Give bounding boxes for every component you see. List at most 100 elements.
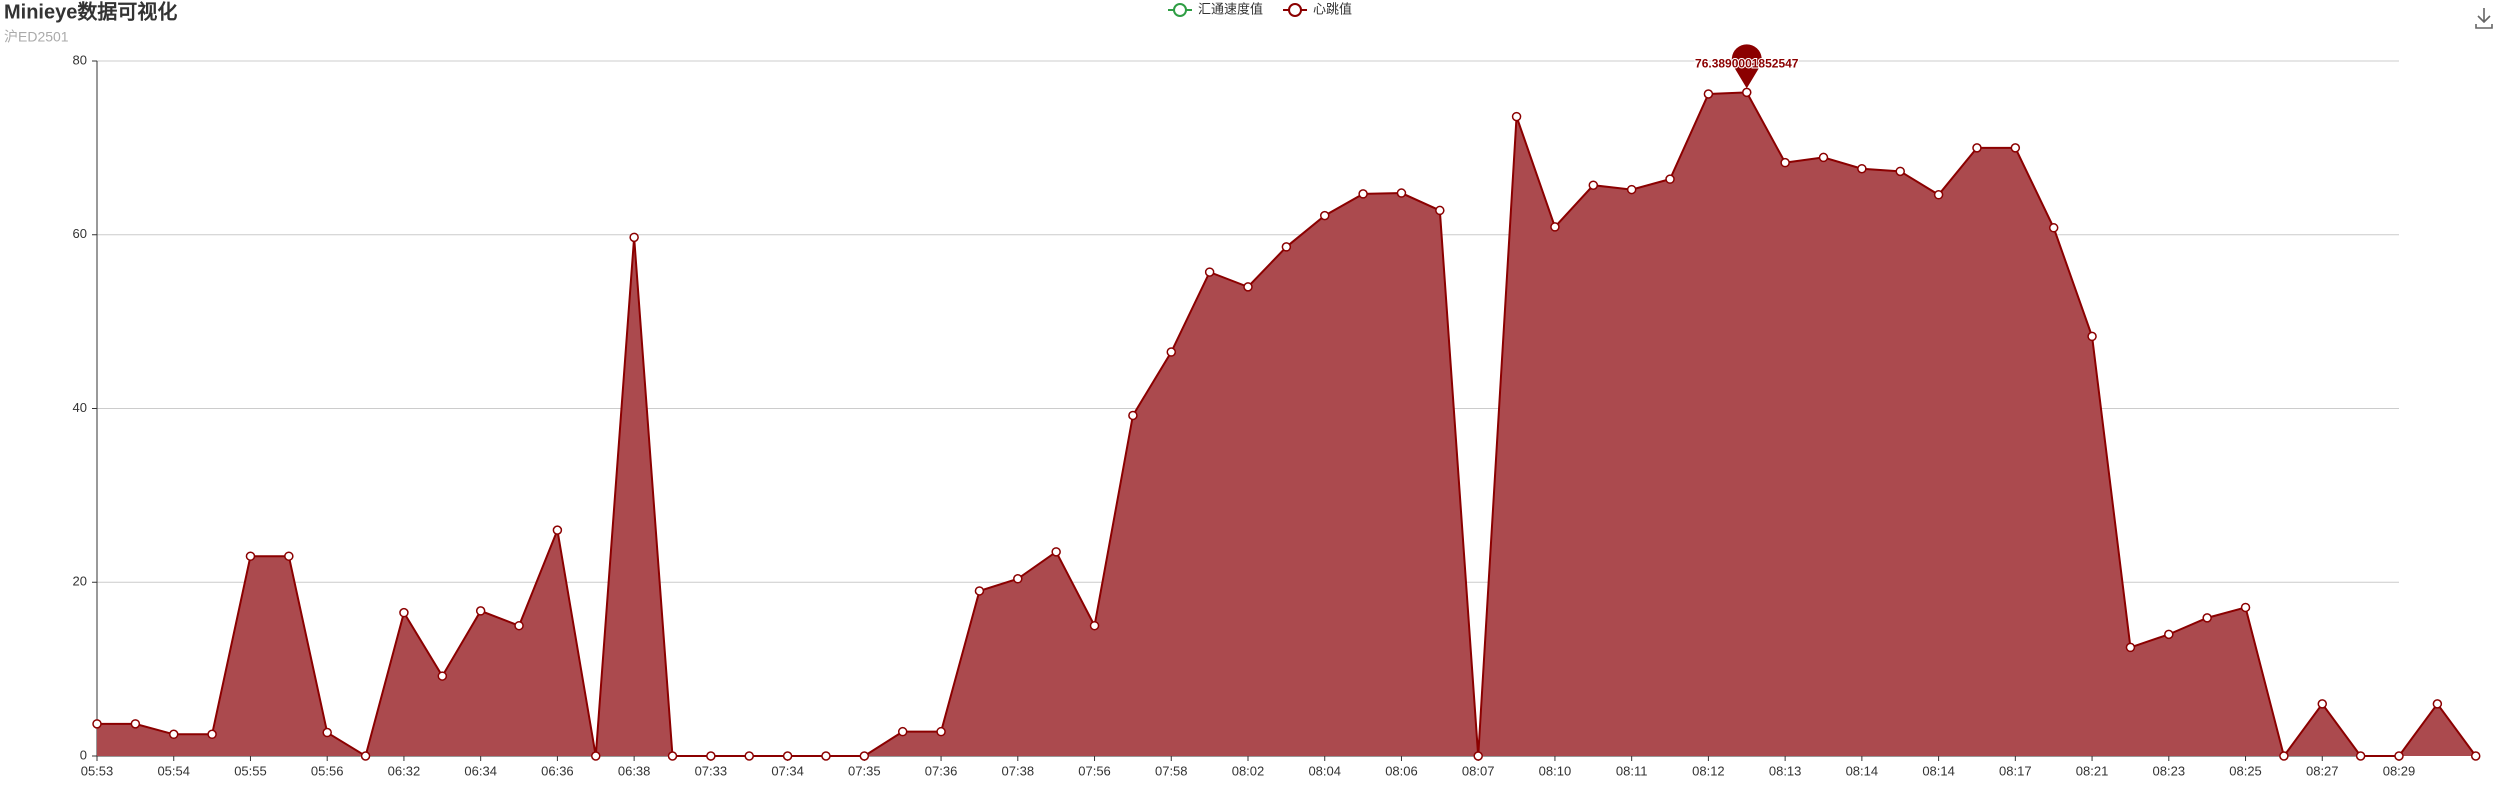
x-tick-label: 06:36 [541,763,574,778]
point [1128,410,1138,421]
point [821,751,831,761]
x-tick-label: 08:17 [1999,763,2032,778]
point [1895,166,1905,177]
mark-pin [1731,44,1762,89]
x-tick-label: 05:55 [234,763,267,778]
point [168,729,179,740]
point [2394,751,2404,761]
point [1972,143,1982,153]
point [1089,620,1100,631]
point [1780,157,1790,168]
point [437,671,448,681]
chart-subtitle: 沪ED2501 [4,29,69,45]
x-tick-label: 08:10 [1539,763,1572,778]
x-tick-label: 07:35 [848,763,881,778]
point [552,525,563,535]
y-tick-label: 60 [73,226,87,241]
point [1013,574,1023,584]
x-tick-label: 07:58 [1155,763,1188,778]
x-tick-label: 07:34 [771,763,804,778]
legend-item: 心跳值 [1283,1,1352,17]
x-tick-label: 08:29 [2383,763,2416,778]
point [514,620,524,631]
point [1703,89,1714,99]
area [97,92,2476,757]
x-tick-label: 08:27 [2306,763,2339,778]
x-tick-label: 05:54 [157,763,190,778]
x-tick-label: 08:13 [1769,763,1802,778]
point [322,727,332,738]
chart-title: Minieye数据可视化 [4,0,177,23]
point [2470,751,2481,761]
download-icon[interactable] [2475,8,2493,29]
x-tick-label: 07:33 [695,763,728,778]
y-tick-label: 0 [80,747,87,762]
point [1742,87,1752,98]
x-tick-label: 06:38 [618,763,651,778]
x-tick-label: 05:56 [311,763,344,778]
y-tick-label: 40 [73,400,87,415]
point [1204,267,1215,277]
point [360,751,371,761]
x-tick-label: 08:04 [1308,763,1341,778]
point [1319,210,1330,221]
x-tick-label: 08:06 [1385,763,1418,778]
y-tick-label: 80 [73,52,87,67]
point [2317,699,2328,709]
point [2164,629,2174,640]
point [2240,602,2251,613]
point [629,232,639,243]
point [974,586,985,596]
point [284,551,294,561]
point [744,751,754,761]
y-tick-label: 20 [73,574,87,589]
mark-label: 76.3890001852547 [1695,57,1799,71]
point [1818,152,1829,163]
point [1665,174,1675,184]
point [1933,190,1944,200]
point [1588,180,1599,190]
point [1550,222,1560,232]
point [1473,751,1483,761]
point [475,606,486,616]
download-glyph[interactable] [2475,8,2493,29]
x-tick-label: 08:02 [1232,763,1265,778]
point [1626,184,1637,195]
point [859,751,870,761]
x-tick-label: 08:11 [1616,763,1648,778]
x-tick-label: 08:14 [1846,763,1879,778]
point [1396,188,1407,198]
legend-symbol [1173,3,1187,17]
x-tick-label: 08:12 [1692,763,1725,778]
x-tick-label: 08:07 [1462,763,1495,778]
point [245,551,256,561]
point [2279,751,2289,761]
point [667,751,678,761]
x-tick-label: 07:56 [1078,763,1111,778]
legend-item: 汇通速度值 [1168,1,1263,17]
point [399,607,409,618]
point [2048,223,2059,233]
point [130,719,141,729]
point [897,726,908,737]
x-tick-label: 07:38 [1002,763,1035,778]
x-tick-label: 08:14 [1922,763,1955,778]
point [2010,143,2021,153]
point [1857,163,1867,174]
legend-symbol [1288,3,1303,17]
point [1358,189,1368,199]
x-tick-label: 05:53 [81,763,114,778]
point [2087,331,2097,342]
point [1051,547,1061,557]
point [706,751,716,761]
point [591,751,601,761]
point [2432,699,2443,709]
point [1243,282,1253,292]
point [782,751,793,761]
x-tick-label: 07:36 [925,763,958,778]
point [2125,642,2136,653]
x-tick-label: 06:34 [464,763,497,778]
point [1511,111,1522,122]
x-tick-label: 06:32 [388,763,421,778]
